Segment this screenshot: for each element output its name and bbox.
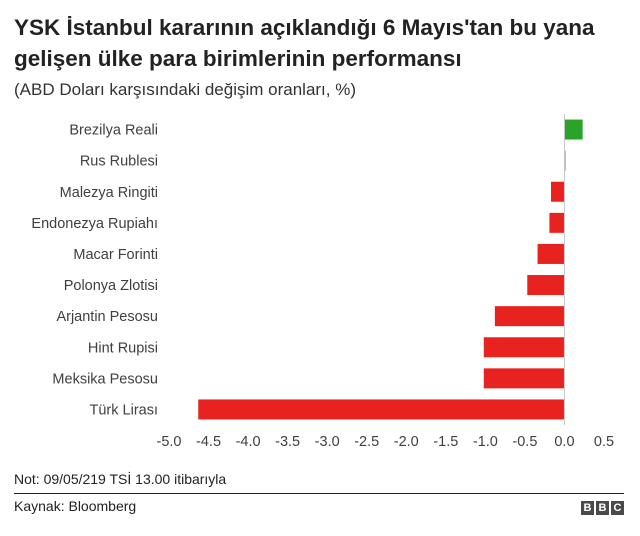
- bar: [483, 337, 565, 358]
- category-label: Malezya Ringiti: [60, 185, 158, 201]
- category-label: Macar Forinti: [73, 247, 158, 263]
- bar: [494, 306, 565, 327]
- x-tick-label: -1.5: [433, 434, 458, 450]
- category-label: Polonya Zlotisi: [64, 278, 158, 294]
- bar: [527, 275, 565, 296]
- bar: [483, 368, 565, 389]
- bar: [564, 119, 583, 140]
- bar: [549, 212, 565, 233]
- footer-divider: [14, 493, 624, 494]
- category-label: Arjantin Pesosu: [56, 309, 158, 325]
- category-label: Türk Lirası: [90, 402, 159, 418]
- x-tick-label: -3.5: [275, 434, 300, 450]
- bar: [551, 181, 565, 202]
- category-label: Rus Rublesi: [80, 154, 158, 170]
- bar: [537, 243, 565, 264]
- x-tick-label: -4.5: [196, 434, 221, 450]
- chart-subtitle: (ABD Doları karşısındaki değişim oranlar…: [14, 80, 357, 99]
- x-tick-label: -3.0: [315, 434, 340, 450]
- bar: [198, 399, 565, 420]
- logo-letter: B: [581, 501, 594, 515]
- category-label: Hint Rupisi: [88, 340, 158, 356]
- x-tick-label: -0.5: [512, 434, 537, 450]
- chart-title: YSK İstanbul kararının açıklandığı 6 May…: [14, 15, 595, 71]
- x-tick-label: 0.0: [554, 434, 574, 450]
- x-tick-label: -2.0: [394, 434, 419, 450]
- category-label: Brezilya Reali: [69, 123, 158, 139]
- source-text: Kaynak: Bloomberg: [14, 498, 137, 514]
- bar-chart: Brezilya Reali Rus Rublesi Malezya Ringiti…: [31, 114, 614, 450]
- x-tick-label: -2.5: [354, 434, 379, 450]
- logo-letter: B: [596, 501, 609, 515]
- x-tick-label: -4.0: [236, 434, 261, 450]
- x-tick-label: 0.5: [594, 434, 614, 450]
- x-tick-label: -5.0: [157, 434, 182, 450]
- footnote: Not: 09/05/219 TSİ 13.00 itibarıyla: [14, 471, 227, 487]
- x-tick-label: -1.0: [473, 434, 498, 450]
- logo-letter: C: [611, 501, 624, 515]
- category-label: Endonezya Rupiahı: [31, 216, 158, 232]
- category-label: Meksika Pesosu: [52, 371, 158, 387]
- bbc-logo: B B C: [581, 501, 624, 515]
